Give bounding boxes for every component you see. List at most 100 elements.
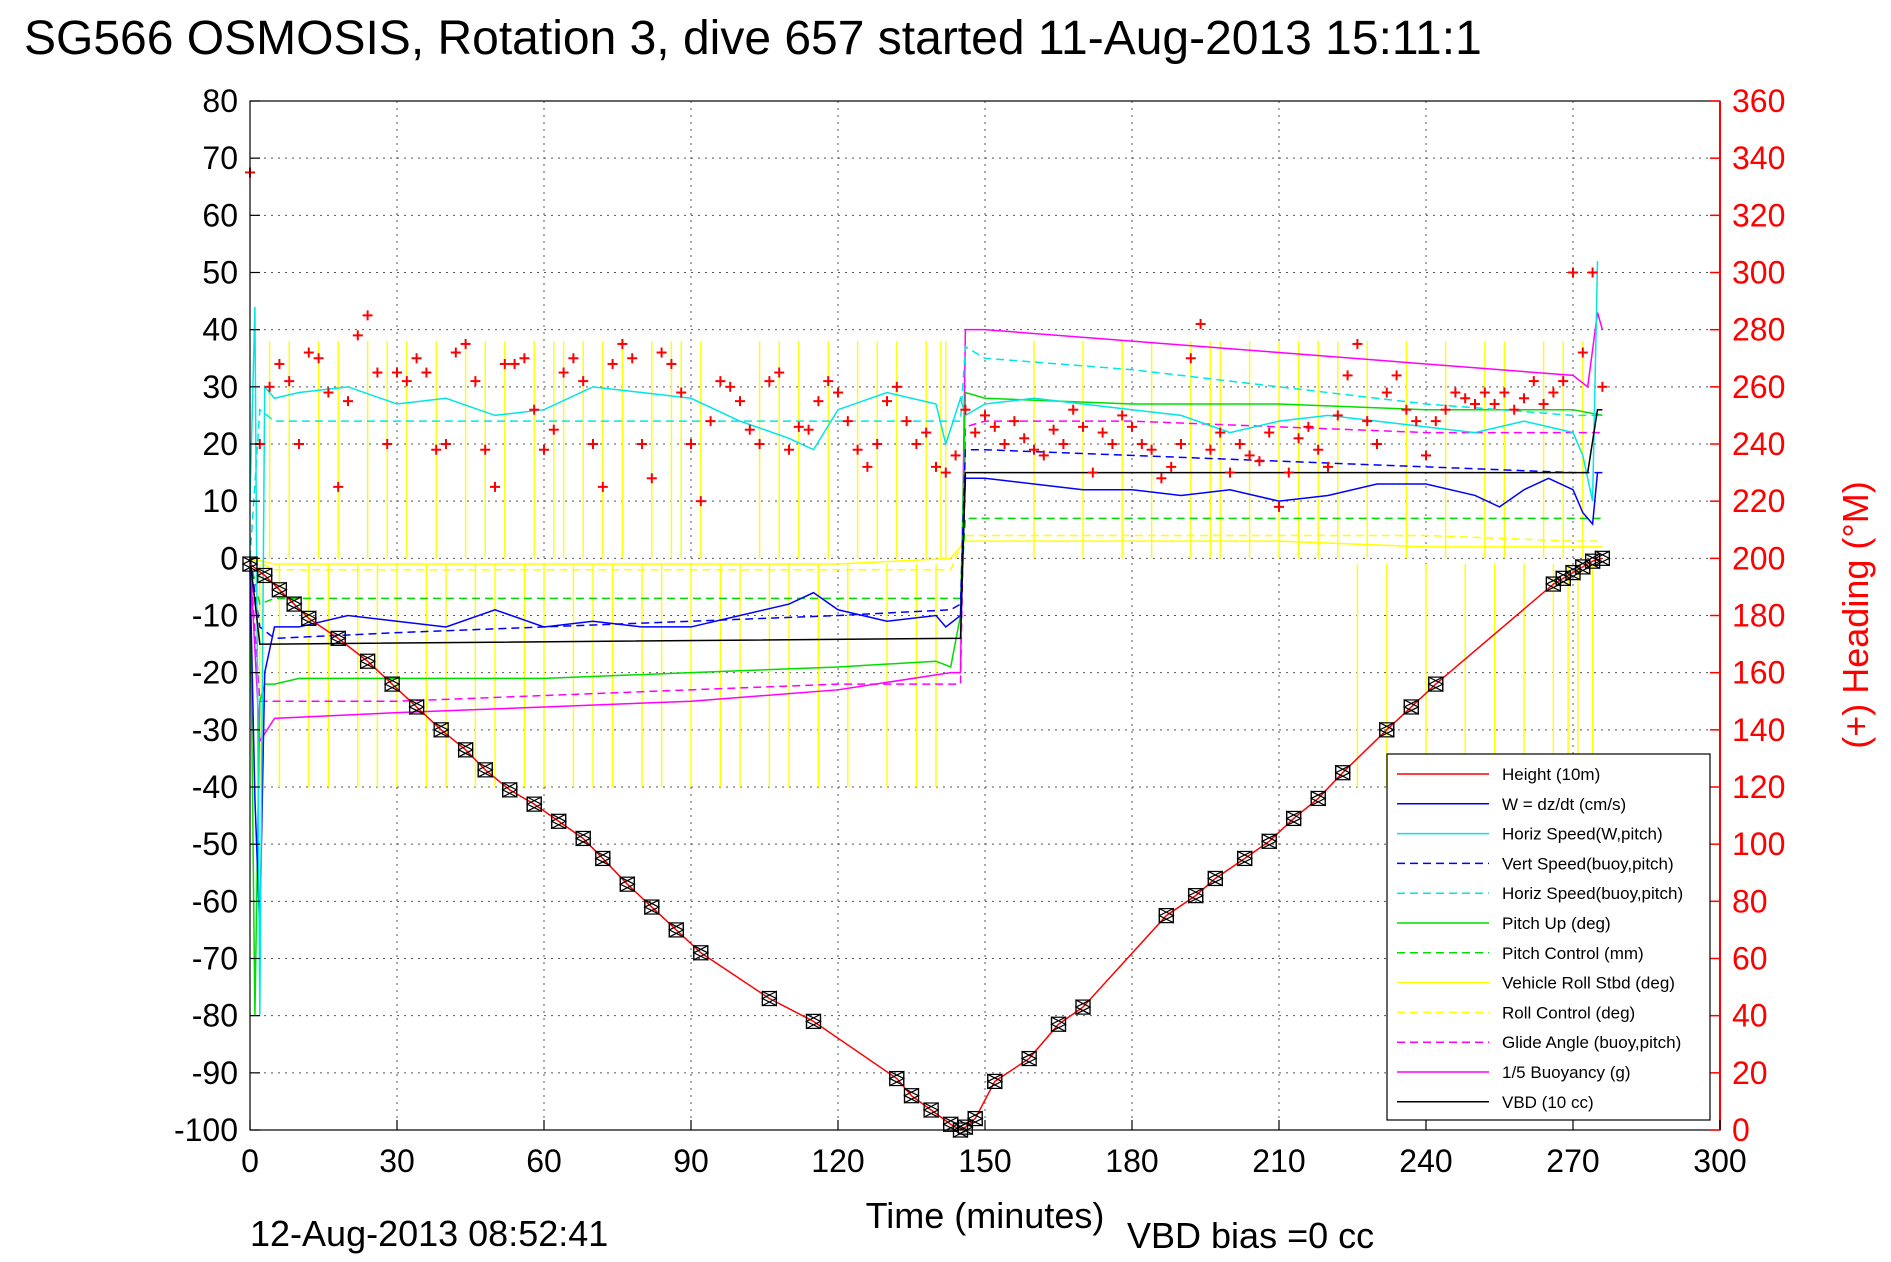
- chart-title: SG566 OSMOSIS, Rotation 3, dive 657 star…: [24, 12, 1482, 65]
- x-tick-label: 180: [1105, 1143, 1158, 1179]
- y-right-tick-label: 160: [1732, 655, 1785, 691]
- y-right-tick-label: 340: [1732, 140, 1785, 176]
- dive-marker-triangle-l: [1285, 810, 1302, 827]
- heading-point: [705, 416, 716, 427]
- legend-label: 1/5 Buoyancy (g): [1502, 1063, 1631, 1082]
- y-right-tick-label: 120: [1732, 769, 1785, 805]
- heading-point: [754, 439, 765, 449]
- heading-point: [833, 387, 843, 398]
- legend-label: Horiz Speed(buoy,pitch): [1502, 884, 1683, 903]
- heading-point: [1254, 456, 1265, 467]
- y-right-tick-label: 100: [1732, 826, 1785, 862]
- heading-point: [441, 439, 451, 449]
- heading-point: [862, 461, 873, 472]
- heading-point: [392, 367, 402, 378]
- dive-marker-triangle-l: [667, 921, 684, 938]
- y-right-tick-label: 300: [1732, 255, 1785, 291]
- dive-marker: [1564, 564, 1582, 581]
- dive-marker: [1285, 810, 1303, 827]
- dive-marker: [501, 781, 519, 798]
- heading-point: [1421, 450, 1431, 461]
- roll-spikes: [259, 341, 1594, 787]
- dive-marker-triangle-l: [1594, 550, 1611, 567]
- heading-point: [529, 404, 540, 415]
- heading-point: [695, 496, 706, 507]
- dive-marker-triangle-l: [1157, 907, 1174, 924]
- dive-marker-triangle-l: [271, 581, 287, 598]
- footer-vbd-bias: VBD bias =0 cc: [1127, 1215, 1374, 1256]
- dive-marker: [1402, 698, 1420, 715]
- legend-label: Pitch Up (deg): [1502, 914, 1611, 933]
- heading-point: [1303, 421, 1314, 432]
- heading-point: [313, 353, 324, 364]
- heading-point: [1352, 338, 1363, 349]
- y-tick-label: 10: [202, 483, 238, 519]
- heading-point: [1381, 387, 1392, 398]
- heading-point: [921, 427, 932, 438]
- dive-marker-triangle-l: [1378, 721, 1395, 738]
- heading-point: [1087, 467, 1098, 478]
- y-right-tick-label: 140: [1732, 712, 1785, 748]
- dive-marker-triangle-l: [525, 796, 542, 813]
- heading-point: [1597, 381, 1608, 392]
- dive-marker: [383, 676, 401, 693]
- dive-marker: [329, 630, 347, 647]
- dive-marker-triangle-l: [1309, 790, 1326, 807]
- dive-marker: [1584, 553, 1601, 570]
- dive-marker: [525, 796, 543, 813]
- x-tick-label: 270: [1546, 1143, 1599, 1179]
- dive-marker-triangle-l: [594, 850, 611, 867]
- heading-point: [607, 358, 618, 369]
- y-tick-label: -30: [192, 712, 238, 748]
- dive-marker: [1157, 907, 1175, 924]
- dive-marker-triangle-l: [256, 567, 273, 584]
- heading-point: [793, 421, 804, 432]
- heading-point: [1362, 416, 1373, 427]
- dive-marker: [692, 944, 710, 961]
- series-line-horiz-speed-buoy-pitch: [249, 345, 1603, 559]
- heading-point: [1038, 450, 1049, 461]
- dive-marker-triangle-l: [432, 721, 449, 738]
- heading-point: [1332, 410, 1343, 421]
- y-right-tick-label: 200: [1732, 540, 1785, 576]
- heading-point: [1274, 501, 1284, 512]
- dive-marker: [1020, 1050, 1038, 1067]
- dive-marker: [300, 610, 318, 627]
- heading-point: [1264, 427, 1275, 438]
- dive-marker: [550, 813, 568, 830]
- heading-point: [1538, 398, 1549, 409]
- heading-point: [274, 358, 285, 369]
- heading-point: [1342, 370, 1353, 381]
- legend-label: Horiz Speed(W,pitch): [1502, 825, 1663, 844]
- x-tick-label: 30: [379, 1143, 415, 1179]
- legend-label: W = dz/dt (cm/s): [1502, 795, 1626, 814]
- dive-marker: [1236, 850, 1254, 867]
- x-tick-label: 240: [1399, 1143, 1452, 1179]
- heading-point: [1489, 398, 1500, 409]
- dive-marker-triangle-l: [1020, 1050, 1037, 1067]
- x-tick-label: 0: [241, 1143, 259, 1179]
- heading-point: [1430, 416, 1441, 427]
- heading-point: [509, 358, 520, 369]
- y-axis-left: 80 70 60 50 40 30 20 10 0 -10 -20 -30 -40 -50 -60 -70 -8…: [174, 83, 260, 1148]
- y-right-tick-label: 360: [1732, 83, 1785, 119]
- dive-marker-triangle-l: [1236, 850, 1253, 867]
- y-right-tick-label: 240: [1732, 426, 1785, 462]
- dive-marker-triangle-l: [1050, 1016, 1067, 1033]
- heading-point: [911, 439, 922, 449]
- dive-marker: [256, 567, 274, 584]
- heading-point: [1225, 467, 1235, 478]
- heading-point: [382, 439, 393, 449]
- dive-marker: [574, 830, 592, 847]
- heading-point: [294, 439, 304, 449]
- legend-label: Vehicle Roll Stbd (deg): [1502, 974, 1675, 993]
- heading-point: [646, 473, 657, 484]
- heading-point: [1146, 444, 1157, 455]
- y-tick-label: 40: [202, 312, 238, 348]
- heading-point: [1470, 398, 1480, 409]
- dive-marker-triangle-l: [501, 781, 518, 798]
- heading-point: [1176, 439, 1186, 449]
- dive-marker: [1206, 870, 1224, 887]
- heading-point: [303, 347, 314, 358]
- heading-point: [1107, 439, 1118, 449]
